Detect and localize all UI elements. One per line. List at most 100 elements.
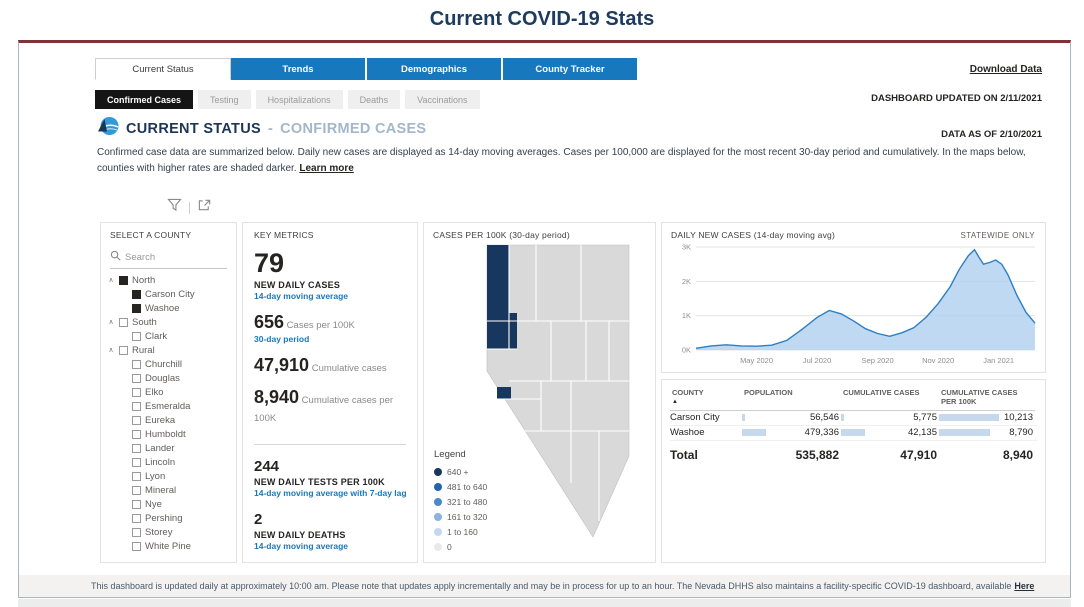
subtab-vaccinations[interactable]: Vaccinations bbox=[405, 90, 480, 109]
county-item-lander[interactable]: Lander bbox=[107, 441, 230, 455]
subtab-testing[interactable]: Testing bbox=[198, 90, 251, 109]
column-header-county[interactable]: COUNTY ▲ bbox=[670, 386, 742, 411]
legend-dot-icon bbox=[434, 497, 442, 506]
county-label: Lincoln bbox=[145, 456, 176, 468]
tab-county-tracker[interactable]: County Tracker bbox=[503, 58, 639, 80]
county-search bbox=[110, 246, 227, 269]
section-subtitle: CONFIRMED CASES bbox=[280, 120, 427, 137]
county-label: Lander bbox=[145, 442, 175, 454]
svg-text:Nov 2020: Nov 2020 bbox=[922, 356, 954, 365]
county-item-carson-city[interactable]: Carson City bbox=[107, 287, 230, 301]
inline-metrics: 656 Cases per 100K 30-day period 47,910 Cu… bbox=[245, 312, 415, 426]
expand-chevron-icon[interactable]: ∧ bbox=[108, 276, 114, 284]
county-label: Storey bbox=[145, 526, 173, 538]
map-legend: Legend 640 +481 to 640 321 to 480 161 to 3… bbox=[434, 449, 487, 554]
county-item-churchill[interactable]: Churchill bbox=[107, 357, 230, 371]
county-label: White Pine bbox=[145, 540, 191, 552]
table-body: Carson City 56,546 5,775 10,213 Washoe 479,33… bbox=[670, 411, 1037, 441]
county-item-rural[interactable]: ∧ Rural bbox=[107, 343, 230, 357]
subtab-bar: Confirmed Cases Testing Hospitalizations De… bbox=[95, 90, 480, 109]
sort-ascending-icon: ▲ bbox=[672, 399, 678, 406]
filter-icon[interactable] bbox=[167, 198, 182, 217]
county-item-eureka[interactable]: Eureka bbox=[107, 413, 230, 427]
county-label: Eureka bbox=[145, 414, 176, 426]
subtab-hospitalizations[interactable]: Hospitalizations bbox=[255, 90, 343, 109]
checkbox-north[interactable] bbox=[119, 275, 128, 285]
legend-dot-icon bbox=[434, 512, 442, 521]
county-item-white-pine[interactable]: White Pine bbox=[107, 539, 230, 553]
checkbox-clark[interactable] bbox=[132, 331, 141, 341]
county-panel-title: SELECT A COUNTY bbox=[110, 230, 192, 240]
checkbox-humboldt[interactable] bbox=[132, 429, 141, 439]
legend-dot-icon bbox=[434, 467, 442, 476]
download-data-link[interactable]: Download Data bbox=[969, 64, 1042, 75]
county-label: Clark bbox=[145, 330, 168, 342]
checkbox-nye[interactable] bbox=[132, 499, 141, 509]
secondary-metrics: 244 NEW DAILY TESTS PER 100K 14-day moving… bbox=[245, 459, 415, 551]
county-item-north[interactable]: ∧ North bbox=[107, 273, 230, 287]
county-label: Humboldt bbox=[145, 428, 186, 440]
county-item-clark[interactable]: Clark bbox=[107, 329, 230, 343]
map-panel: CASES PER 100K (30-day period) bbox=[423, 222, 656, 563]
description-text: Confirmed case data are summarized below… bbox=[97, 145, 1039, 176]
total-label: Total bbox=[670, 447, 698, 462]
checkbox-washoe[interactable] bbox=[132, 303, 141, 313]
county-item-pershing[interactable]: Pershing bbox=[107, 511, 230, 525]
county-item-mineral[interactable]: Mineral bbox=[107, 483, 230, 497]
checkbox-mineral[interactable] bbox=[132, 485, 141, 495]
county-item-humboldt[interactable]: Humboldt bbox=[107, 427, 230, 441]
county-item-elko[interactable]: Elko bbox=[107, 385, 230, 399]
statewide-only-label: STATEWIDE ONLY bbox=[960, 231, 1035, 240]
checkbox-carson-city[interactable] bbox=[132, 289, 141, 299]
table-row-washoe[interactable]: Washoe 479,336 42,135 8,790 bbox=[670, 426, 1037, 441]
column-header-cumulative-cases[interactable]: CUMULATIVE CASES bbox=[841, 386, 939, 411]
focus-mode-icon[interactable] bbox=[197, 198, 212, 217]
checkbox-white-pine[interactable] bbox=[132, 541, 141, 551]
total-cases: 47,910 bbox=[900, 447, 937, 462]
expand-chevron-icon[interactable]: ∧ bbox=[108, 346, 114, 354]
checkbox-storey[interactable] bbox=[132, 527, 141, 537]
checkbox-elko[interactable] bbox=[132, 387, 141, 397]
checkbox-rural[interactable] bbox=[119, 345, 128, 355]
nevada-outline bbox=[486, 244, 630, 538]
checkbox-lincoln[interactable] bbox=[132, 457, 141, 467]
checkbox-eureka[interactable] bbox=[132, 415, 141, 425]
tab-current-status[interactable]: Current Status bbox=[95, 58, 231, 80]
search-icon bbox=[110, 248, 121, 266]
visual-toolbar bbox=[167, 198, 212, 217]
column-header-population[interactable]: POPULATION bbox=[742, 386, 841, 411]
county-item-south[interactable]: ∧ South bbox=[107, 315, 230, 329]
county-search-input[interactable] bbox=[125, 251, 227, 263]
checkbox-esmeralda[interactable] bbox=[132, 401, 141, 411]
subtab-deaths[interactable]: Deaths bbox=[347, 90, 401, 109]
tab-demographics[interactable]: Demographics bbox=[367, 58, 503, 80]
expand-chevron-icon[interactable]: ∧ bbox=[108, 318, 114, 326]
county-item-esmeralda[interactable]: Esmeralda bbox=[107, 399, 230, 413]
subtab-confirmed-cases[interactable]: Confirmed Cases bbox=[95, 90, 194, 109]
table-total-row: Total 535,882 47,910 8,940 bbox=[670, 445, 1037, 465]
county-item-douglas[interactable]: Douglas bbox=[107, 371, 230, 385]
checkbox-douglas[interactable] bbox=[132, 373, 141, 383]
learn-more-link[interactable]: Learn more bbox=[299, 162, 354, 174]
checkbox-lander[interactable] bbox=[132, 443, 141, 453]
legend-item-1-to-160: 1 to 160 bbox=[434, 524, 487, 539]
county-item-nye[interactable]: Nye bbox=[107, 497, 230, 511]
county-item-lyon[interactable]: Lyon bbox=[107, 469, 230, 483]
column-county-label: COUNTY bbox=[672, 388, 704, 397]
nevada-choropleth-map[interactable] bbox=[481, 241, 641, 541]
tab-trends[interactable]: Trends bbox=[231, 58, 367, 80]
area-chart[interactable]: 0K 1K 2K 3K May 2020 Jul 2020 Sep 2020 Nov 2020… bbox=[662, 223, 1045, 372]
column-header-cumulative-cases-per-100k[interactable]: CUMULATIVE CASES PER 100K bbox=[939, 386, 1035, 411]
county-item-storey[interactable]: Storey bbox=[107, 525, 230, 539]
checkbox-churchill[interactable] bbox=[132, 359, 141, 369]
county-label: Rural bbox=[132, 344, 155, 356]
county-item-lincoln[interactable]: Lincoln bbox=[107, 455, 230, 469]
table-row-carson-city[interactable]: Carson City 56,546 5,775 10,213 bbox=[670, 411, 1037, 426]
checkbox-pershing[interactable] bbox=[132, 513, 141, 523]
county-item-washoe[interactable]: Washoe bbox=[107, 301, 230, 315]
key-metrics-panel: KEY METRICS 79 NEW DAILY CASES 14-day mo… bbox=[242, 222, 418, 563]
checkbox-south[interactable] bbox=[119, 317, 128, 327]
checkbox-lyon[interactable] bbox=[132, 471, 141, 481]
legend-dot-icon bbox=[434, 542, 442, 551]
footer-here-link[interactable]: Here bbox=[1014, 581, 1035, 591]
